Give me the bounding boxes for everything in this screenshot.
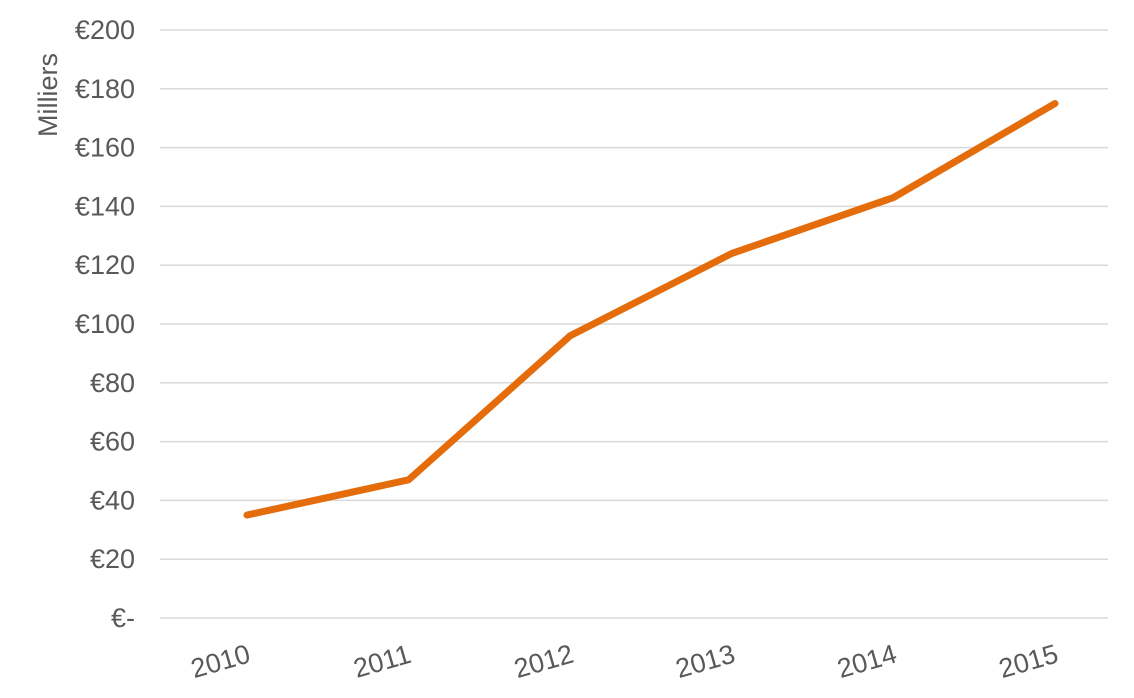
data-point <box>890 194 897 201</box>
x-tick-label: 2015 <box>996 639 1062 684</box>
y-tick-label: €160 <box>75 133 135 163</box>
y-tick-label: €100 <box>75 309 135 339</box>
y-tick-label: €- <box>111 603 135 633</box>
x-tick-label: 2013 <box>672 639 738 684</box>
y-tick-label: €200 <box>75 15 135 45</box>
x-tick-label: 2012 <box>511 639 577 684</box>
y-tick-label: €180 <box>75 74 135 104</box>
x-axis-ticks: 2010 2011 2012 2013 2014 2015 <box>188 639 1062 684</box>
y-tick-label: €120 <box>75 250 135 280</box>
x-tick-label: 2014 <box>834 639 900 684</box>
data-point <box>405 476 412 483</box>
y-tick-label: €60 <box>90 427 135 457</box>
y-axis-ticks: €- €20 €40 €60 €80 €100 €120 €140 €160 €180 €200 <box>75 15 135 633</box>
data-point <box>728 250 735 257</box>
gridlines <box>160 29 1108 619</box>
y-tick-label: €140 <box>75 191 135 221</box>
y-tick-label: €80 <box>90 368 135 398</box>
x-tick-label: 2010 <box>188 639 254 684</box>
x-tick-label: 2011 <box>350 639 414 684</box>
data-point <box>567 332 574 339</box>
data-point <box>244 512 250 519</box>
data-point <box>1052 100 1058 107</box>
series-line <box>243 100 1059 519</box>
y-tick-label: €20 <box>90 544 135 574</box>
y-tick-label: €40 <box>90 485 135 515</box>
series-layer <box>243 100 1059 519</box>
y-axis-title: Milliers <box>33 53 63 137</box>
